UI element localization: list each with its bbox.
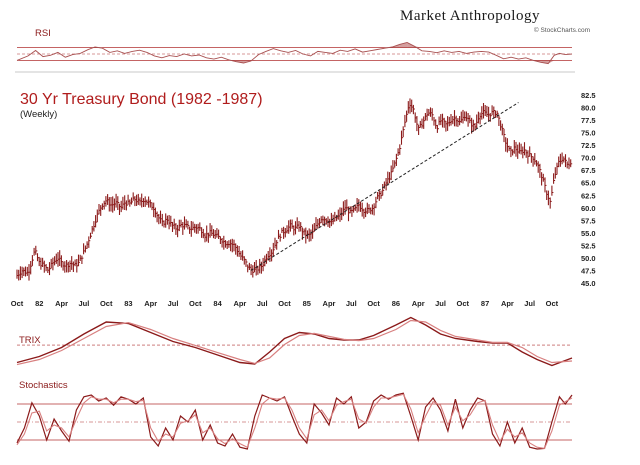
y-tick-label: 70.0: [581, 154, 596, 163]
y-tick-label: 67.5: [581, 166, 596, 175]
trix-panel: TRIX: [16, 316, 573, 367]
stochastics-k-line: [16, 392, 573, 450]
y-tick-label: 82.5: [581, 91, 596, 100]
stochastics-panel: Stochastics: [16, 380, 573, 450]
y-tick-label: 75.0: [581, 129, 596, 138]
x-tick-label: Oct: [457, 299, 470, 308]
y-tick-label: 47.5: [581, 267, 596, 276]
y-tick-label: 50.0: [581, 254, 596, 263]
y-tick-label: 45.0: [581, 279, 596, 288]
brand-source: © StockCharts.com: [534, 26, 590, 34]
x-tick-label: Jul: [524, 299, 535, 308]
price-panel: 30 Yr Treasury Bond (1982 -1987) (Weekly…: [11, 91, 596, 308]
chart-title: 30 Yr Treasury Bond (1982 -1987): [20, 91, 263, 108]
x-tick-label: Jul: [168, 299, 179, 308]
x-tick-label: 86: [392, 299, 400, 308]
time-x-axis: Oct 82 Apr Jul Oct 83 Apr Jul Oct 84 Apr Jul Oct 85 Ap…: [11, 299, 559, 308]
rsi-zone-fill: [251, 60, 259, 61]
x-tick-label: Jul: [78, 299, 89, 308]
rsi-zone-fill: [399, 42, 408, 48]
x-tick-label: Jul: [346, 299, 357, 308]
x-tick-label: Oct: [100, 299, 113, 308]
rsi-panel: RSI: [15, 28, 575, 73]
stochastics-d-line: [16, 393, 573, 450]
x-tick-label: Apr: [501, 299, 514, 308]
price-bars: [16, 98, 573, 281]
x-tick-label: Oct: [367, 299, 380, 308]
trix-signal-line: [16, 319, 573, 366]
brand-name: Market Anthropology: [400, 8, 540, 24]
stochastics-label: Stochastics: [19, 380, 68, 391]
rsi-zone-fill: [540, 60, 549, 64]
y-tick-label: 72.5: [581, 141, 596, 150]
x-tick-label: Oct: [278, 299, 291, 308]
y-tick-label: 65.0: [581, 179, 596, 188]
y-tick-label: 77.5: [581, 116, 596, 125]
x-tick-label: Apr: [144, 299, 157, 308]
y-tick-label: 57.5: [581, 216, 596, 225]
y-tick-label: 60.0: [581, 204, 596, 213]
y-tick-label: 80.0: [581, 104, 596, 113]
x-tick-label: Jul: [257, 299, 268, 308]
x-tick-label: Apr: [323, 299, 336, 308]
x-tick-label: Jul: [435, 299, 446, 308]
x-tick-label: 82: [35, 299, 43, 308]
x-tick-label: Apr: [55, 299, 68, 308]
price-y-axis: 82.5 80.0 77.5 75.0 72.5 70.0 67.5 65.0 62.5 60.0…: [581, 91, 596, 288]
y-tick-label: 62.5: [581, 191, 596, 200]
y-tick-label: 55.0: [581, 229, 596, 238]
trendline: [250, 102, 519, 271]
x-tick-label: Apr: [233, 299, 246, 308]
y-tick-label: 52.5: [581, 241, 596, 250]
x-tick-label: Oct: [546, 299, 559, 308]
x-tick-label: Apr: [412, 299, 425, 308]
trix-line: [16, 316, 573, 367]
x-tick-label: 83: [124, 299, 132, 308]
rsi-line: [16, 42, 573, 65]
rsi-label: RSI: [35, 28, 51, 39]
trix-label: TRIX: [19, 335, 41, 346]
stochastics-bands: [17, 403, 572, 441]
chart-subtitle: (Weekly): [20, 109, 57, 120]
x-tick-label: 87: [481, 299, 489, 308]
rsi-bands: [17, 47, 572, 61]
brand-logo: Market Anthropology © StockCharts.com: [400, 8, 590, 34]
x-tick-label: Oct: [11, 299, 24, 308]
x-tick-label: 84: [213, 299, 222, 308]
x-tick-label: Oct: [189, 299, 202, 308]
x-tick-label: 85: [303, 299, 311, 308]
